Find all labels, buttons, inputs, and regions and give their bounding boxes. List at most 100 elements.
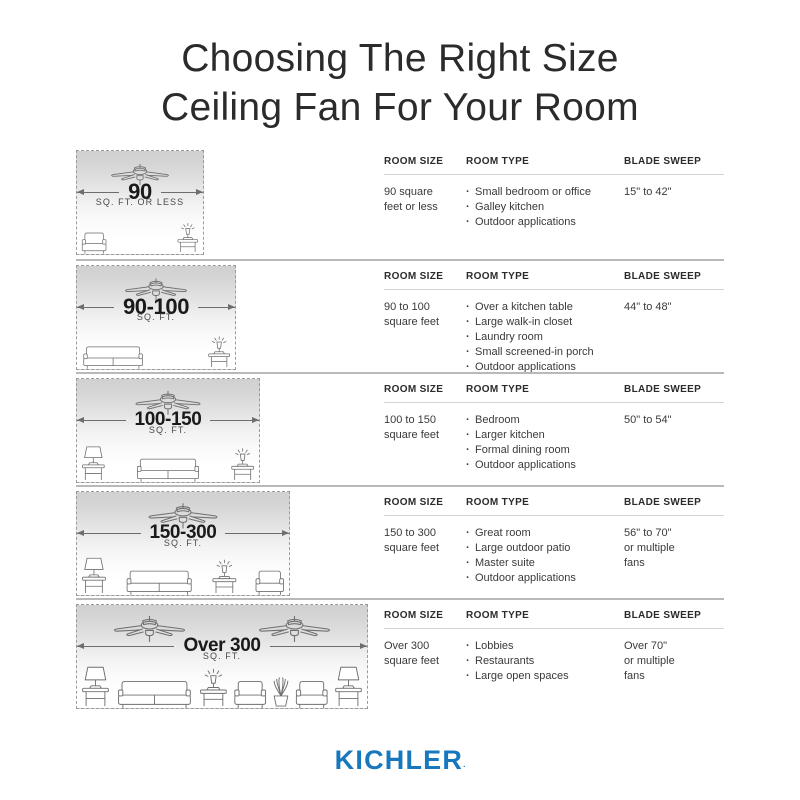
column-header-room-type: ROOM TYPE	[466, 384, 530, 395]
room-type-item: Outdoor applications	[466, 215, 624, 230]
cell-room-size: 90 square feet or less	[384, 185, 466, 230]
room-type-item: Formal dining room	[466, 443, 624, 458]
room-illustration: Over 300 SQ. FT.	[76, 604, 368, 709]
side-table-with-lamp-icon	[231, 448, 254, 481]
blade-sweep-line: 44" to 48"	[624, 301, 672, 313]
column-header-room-size: ROOM SIZE	[384, 610, 444, 621]
room-type-list: Great roomLarge outdoor patioMaster suit…	[466, 526, 624, 586]
table-lamp-icon	[82, 446, 105, 481]
blade-sweep-line: Over 70"	[624, 640, 668, 652]
column-header-room-type: ROOM TYPE	[466, 271, 530, 282]
room-illustration: 90-100 SQ. FT.	[76, 265, 236, 370]
row-data-columns: ROOM SIZE ROOM TYPE BLADE SWEEP 90 to 10…	[384, 265, 724, 375]
row-data-columns: ROOM SIZE ROOM TYPE BLADE SWEEP 100 to 1…	[384, 378, 724, 485]
cell-blade-sweep: 44" to 48"	[624, 300, 724, 375]
cell-room-size: 100 to 150 square feet	[384, 413, 466, 473]
cell-room-size: 150 to 300 square feet	[384, 526, 466, 586]
cell-room-type: LobbiesRestaurantsLarge open spaces	[466, 639, 624, 684]
ceiling-fan-icon	[148, 503, 218, 529]
row-data-columns: ROOM SIZE ROOM TYPE BLADE SWEEP 90 squar…	[384, 150, 724, 259]
room-type-list: Over a kitchen tableLarge walk-in closet…	[466, 300, 624, 375]
fan-size-row: 90-100 SQ. FT. ROOM SIZE ROOM TYPE BLADE…	[76, 259, 724, 375]
room-type-item: Small screened-in porch	[466, 345, 624, 360]
row-values: 100 to 150 square feet BedroomLarger kitc…	[384, 403, 724, 473]
blade-sweep-line: 50" to 54"	[624, 414, 672, 426]
sofa-icon	[126, 570, 192, 595]
cell-room-size: Over 300 square feet	[384, 639, 466, 684]
room-type-item: Large open spaces	[466, 669, 624, 684]
layout-spacer	[260, 378, 384, 485]
side-table-with-lamp-icon	[177, 223, 199, 253]
sofa-icon	[118, 681, 191, 708]
blade-sweep-line: 15" to 42"	[624, 186, 672, 198]
potted-plant-icon	[273, 677, 289, 707]
blade-sweep-line: fans	[624, 670, 645, 682]
cell-blade-sweep: 50" to 54"	[624, 413, 724, 473]
ceiling-fan-icon	[135, 390, 201, 415]
room-illustration-svg	[82, 390, 254, 482]
armchair-icon	[234, 681, 267, 708]
side-table-with-lamp-icon	[208, 336, 231, 368]
row-values: 90 to 100 square feet Over a kitchen tabl…	[384, 290, 724, 375]
row-values: 90 square feet or less Small bedroom or o…	[384, 175, 724, 230]
layout-spacer	[290, 491, 384, 598]
column-header-row: ROOM SIZE ROOM TYPE BLADE SWEEP	[384, 156, 724, 175]
column-header-blade-sweep: BLADE SWEEP	[624, 497, 702, 508]
room-size-line: feet or less	[384, 201, 438, 213]
room-type-item: Large outdoor patio	[466, 541, 624, 556]
room-type-list: BedroomLarger kitchenFormal dining roomO…	[466, 413, 624, 473]
cell-blade-sweep: Over 70" or multiple fans	[624, 639, 724, 684]
column-header-room-type: ROOM TYPE	[466, 156, 530, 167]
room-size-line: 90 square	[384, 186, 433, 198]
cell-blade-sweep: 15" to 42"	[624, 185, 724, 230]
footer: KICHLER.	[0, 745, 800, 776]
room-type-item: Laundry room	[466, 330, 624, 345]
blade-sweep-line: 56" to 70"	[624, 527, 672, 539]
column-header-blade-sweep: BLADE SWEEP	[624, 271, 702, 282]
page-title-line-1: Choosing The Right Size	[181, 37, 619, 80]
page-title-line-2: Ceiling Fan For Your Room	[161, 86, 639, 129]
room-type-item: Lobbies	[466, 639, 624, 654]
armchair-icon	[295, 681, 328, 708]
room-illustration-svg	[82, 616, 362, 708]
cell-room-type: Great roomLarge outdoor patioMaster suit…	[466, 526, 624, 586]
room-size-line: square feet	[384, 542, 440, 554]
room-illustration-svg	[81, 163, 199, 254]
room-size-line: 100 to 150	[384, 414, 436, 426]
layout-spacer	[368, 604, 384, 711]
room-type-item: Small bedroom or office	[466, 185, 624, 200]
kichler-logo: KICHLER.	[335, 745, 466, 776]
page-title: Choosing The Right Size Ceiling Fan For …	[0, 0, 800, 132]
room-illustration: 90 SQ. FT. OR LESS	[76, 150, 204, 255]
side-table-with-lamp-icon	[200, 668, 227, 707]
kichler-logo-trademark: .	[463, 760, 466, 769]
room-type-item: Outdoor applications	[466, 360, 624, 375]
fan-size-row: Over 300 SQ. FT. ROOM SIZE ROOM TYPE BLA…	[76, 598, 724, 711]
room-size-line: 90 to 100	[384, 301, 430, 313]
ceiling-fan-icon	[125, 278, 187, 302]
room-size-line: square feet	[384, 429, 440, 441]
column-header-blade-sweep: BLADE SWEEP	[624, 610, 702, 621]
ceiling-fan-icon	[113, 616, 186, 642]
room-size-line: square feet	[384, 655, 440, 667]
fan-size-row: 100-150 SQ. FT. ROOM SIZE ROOM TYPE BLAD…	[76, 372, 724, 485]
room-size-line: Over 300	[384, 640, 430, 652]
room-illustration: 150-300 SQ. FT.	[76, 491, 290, 596]
room-type-item: Over a kitchen table	[466, 300, 624, 315]
ceiling-fan-icon	[258, 616, 331, 642]
room-type-list: LobbiesRestaurantsLarge open spaces	[466, 639, 624, 684]
room-type-item: Larger kitchen	[466, 428, 624, 443]
cell-room-size: 90 to 100 square feet	[384, 300, 466, 375]
column-header-blade-sweep: BLADE SWEEP	[624, 156, 702, 167]
column-header-room-type: ROOM TYPE	[466, 610, 530, 621]
layout-spacer	[204, 150, 384, 259]
room-illustration: 100-150 SQ. FT.	[76, 378, 260, 483]
row-data-columns: ROOM SIZE ROOM TYPE BLADE SWEEP Over 300…	[384, 604, 724, 711]
table-lamp-icon	[82, 557, 106, 594]
room-illustration-svg	[83, 278, 231, 369]
sofa-icon	[83, 346, 143, 369]
column-header-room-size: ROOM SIZE	[384, 384, 444, 395]
armchair-icon	[255, 570, 284, 595]
room-size-line: 150 to 300	[384, 527, 436, 539]
row-values: 150 to 300 square feet Great roomLarge ou…	[384, 516, 724, 586]
